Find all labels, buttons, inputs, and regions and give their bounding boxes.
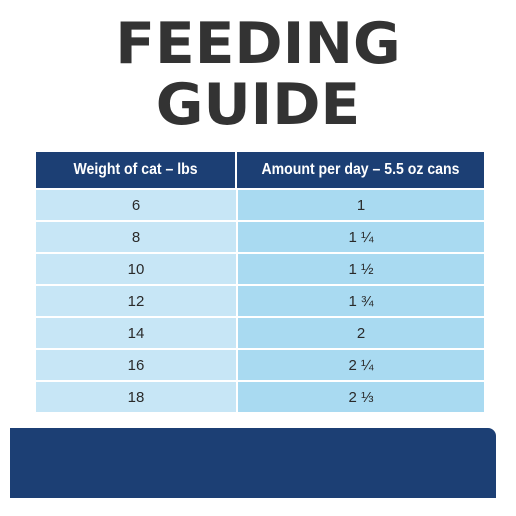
header-divider xyxy=(235,152,238,188)
column-divider xyxy=(236,350,238,380)
weight-cell: 18 xyxy=(36,382,236,412)
weight-cell: 14 xyxy=(36,318,236,348)
header-amount: Amount per day – 5.5 oz cans xyxy=(261,161,460,178)
table-row: 8 1 ¼ xyxy=(36,222,484,252)
table-row: 6 1 xyxy=(36,190,484,220)
column-divider xyxy=(236,190,238,220)
column-divider xyxy=(236,286,238,316)
weight-cell: 10 xyxy=(36,254,236,284)
table-row: 14 2 xyxy=(36,318,484,348)
amount-cell: 1 ½ xyxy=(238,254,484,284)
weight-cell: 6 xyxy=(36,190,236,220)
amount-cell: 2 ⅓ xyxy=(238,382,484,412)
table-row: 16 2 ¼ xyxy=(36,350,484,380)
title-line-1: FEEDING xyxy=(115,11,401,77)
column-divider xyxy=(236,318,238,348)
amount-cell: 1 ¾ xyxy=(238,286,484,316)
column-divider xyxy=(236,254,238,284)
table-row: 10 1 ½ xyxy=(36,254,484,284)
amount-cell: 1 ¼ xyxy=(238,222,484,252)
column-divider xyxy=(236,222,238,252)
title-line-2: GUIDE xyxy=(155,72,361,138)
amount-cell: 1 xyxy=(238,190,484,220)
amount-cell: 2 xyxy=(238,318,484,348)
weight-cell: 16 xyxy=(36,350,236,380)
feeding-table: Weight of cat – lbs Amount per day – 5.5… xyxy=(36,152,484,412)
header-weight: Weight of cat – lbs xyxy=(73,161,198,178)
table-header-row: Weight of cat – lbs Amount per day – 5.5… xyxy=(36,152,484,188)
table-row: 12 1 ¾ xyxy=(36,286,484,316)
weight-cell: 8 xyxy=(36,222,236,252)
weight-cell: 12 xyxy=(36,286,236,316)
footer-band xyxy=(10,428,496,498)
table-row: 18 2 ⅓ xyxy=(36,382,484,412)
amount-cell: 2 ¼ xyxy=(238,350,484,380)
column-divider xyxy=(236,382,238,412)
